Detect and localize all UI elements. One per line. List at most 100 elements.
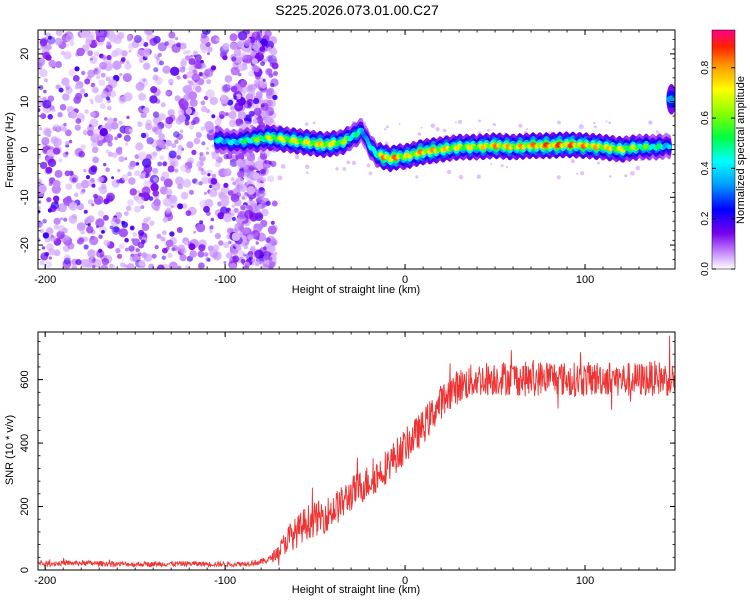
heatmap-noise-blob: [45, 54, 52, 61]
heatmap-noise-blob: [231, 212, 235, 217]
heatmap-noise-blob: [191, 149, 197, 155]
heatmap-noise-blob: [87, 69, 96, 78]
heatmap-noise-blob: [99, 103, 106, 110]
heatmap-noise-blob: [144, 30, 154, 36]
heatmap-noise-blob: [53, 217, 61, 225]
heatmap-noise-blob: [160, 176, 166, 182]
heatmap-noise-blob: [241, 260, 245, 264]
heatmap-noise-blob: [98, 79, 106, 86]
heatmap-noise-blob: [87, 199, 94, 205]
heatmap-noise-blob: [228, 209, 235, 216]
heatmap-noise-blob: [233, 207, 239, 213]
heatmap-speckle: [435, 127, 440, 132]
heatmap-noise-blob: [124, 237, 129, 243]
heatmap-noise-blob: [152, 151, 158, 157]
heatmap-noise-blob: [98, 187, 102, 191]
heatmap-noise-blob: [228, 111, 237, 120]
heatmap-noise-blob: [181, 57, 187, 64]
colorbar-tick-label: 0.4: [700, 161, 711, 175]
heatmap-speckle: [504, 131, 506, 134]
heatmap-noise-blob: [149, 37, 158, 46]
heatmap-noise-blob: [256, 116, 264, 124]
heatmap-noise-blob: [215, 37, 220, 42]
heatmap-noise-blob: [170, 205, 174, 209]
heatmap-noise-blob: [57, 224, 66, 233]
heatmap-noise-blob: [141, 186, 151, 196]
heatmap-noise-blob: [267, 55, 277, 65]
heatmap-noise-blob: [90, 256, 94, 260]
heatmap-noise-blob: [177, 203, 184, 210]
heatmap-noise-blob: [267, 46, 272, 52]
heatmap-noise-blob: [257, 223, 264, 230]
heatmap-noise-blob: [115, 211, 123, 219]
heatmap-noise-blob: [231, 204, 236, 208]
heatmap-noise-blob: [38, 107, 41, 113]
heatmap-noise-blob: [250, 50, 257, 56]
heatmap-noise-blob: [125, 205, 132, 212]
heatmap-noise-blob: [90, 111, 96, 118]
heatmap-noise-blob: [118, 120, 123, 125]
heatmap-noise-blob: [184, 265, 191, 269]
heatmap-noise-blob: [220, 94, 227, 100]
heatmap-noise-blob: [75, 118, 82, 124]
heatmap-noise-blob: [229, 33, 238, 42]
heatmap-noise-blob: [96, 75, 101, 80]
heatmap-noise-blob: [171, 247, 176, 252]
heatmap-noise-blob: [161, 255, 166, 260]
heatmap-noise-blob: [65, 183, 73, 191]
heatmap-noise-blob: [212, 244, 220, 252]
heatmap-noise-blob: [132, 232, 137, 237]
heatmap-noise-blob: [157, 140, 166, 149]
heatmap-noise-blob: [232, 181, 237, 186]
heatmap-noise-blob: [185, 210, 192, 217]
heatmap-noise-blob: [210, 217, 215, 222]
heatmap-noise-blob: [63, 51, 72, 60]
heatmap-noise-blob: [108, 33, 119, 43]
heatmap-noise-blob: [200, 169, 207, 176]
heatmap-speckle: [243, 165, 248, 170]
heatmap-noise-blob: [101, 54, 107, 60]
heatmap-noise-blob: [141, 222, 145, 226]
heatmap-noise-blob: [201, 155, 205, 158]
heatmap-noise-blob: [264, 30, 272, 38]
heatmap-noise-blob: [231, 56, 237, 62]
heatmap-noise-blob: [97, 176, 104, 183]
heatmap-noise-blob: [42, 127, 52, 137]
heatmap-noise-blob: [120, 57, 126, 62]
heatmap-noise-blob: [194, 54, 202, 62]
heatmap-noise-blob: [179, 42, 187, 50]
heatmap-noise-blob: [253, 66, 260, 73]
heatmap-noise-blob: [210, 177, 218, 185]
heatmap-speckle: [487, 128, 490, 132]
heatmap-noise-blob: [221, 84, 231, 93]
heatmap-noise-blob: [207, 46, 213, 53]
heatmap-noise-blob: [193, 230, 197, 234]
heatmap-noise-blob: [171, 43, 181, 53]
heatmap-speckle: [417, 132, 422, 136]
heatmap-noise-blob: [83, 93, 89, 98]
heatmap-noise-blob: [75, 92, 83, 100]
heatmap-noise-blob: [176, 75, 181, 80]
heatmap-noise-blob: [204, 68, 214, 78]
heatmap-noise-blob: [73, 192, 79, 198]
heatmap-noise-blob: [106, 91, 112, 97]
bottom-plot-frame: [37, 331, 676, 571]
heatmap-speckle: [525, 128, 529, 131]
heatmap-noise-blob: [159, 186, 169, 195]
heatmap-noise-blob: [211, 152, 220, 160]
bottom-x-tick-label: -200: [34, 575, 56, 587]
heatmap-noise-blob: [220, 185, 230, 195]
heatmap-noise-blob: [116, 179, 121, 184]
heatmap-noise-blob: [259, 260, 264, 266]
heatmap-noise-blob: [181, 203, 188, 209]
heatmap-noise-blob: [81, 70, 86, 76]
heatmap-noise-blob: [118, 228, 128, 238]
heatmap-noise-blob: [164, 146, 169, 150]
heatmap-noise-blob: [175, 176, 184, 186]
heatmap-noise-blob: [265, 200, 271, 206]
heatmap-noise-blob: [50, 235, 57, 242]
heatmap-speckle: [415, 175, 419, 179]
snr-panel: -200 -100 0 100 0 200 400 600 Height of straigh…: [4, 331, 676, 596]
heatmap-noise-blob: [129, 225, 135, 231]
heatmap-noise-blob: [211, 173, 217, 179]
